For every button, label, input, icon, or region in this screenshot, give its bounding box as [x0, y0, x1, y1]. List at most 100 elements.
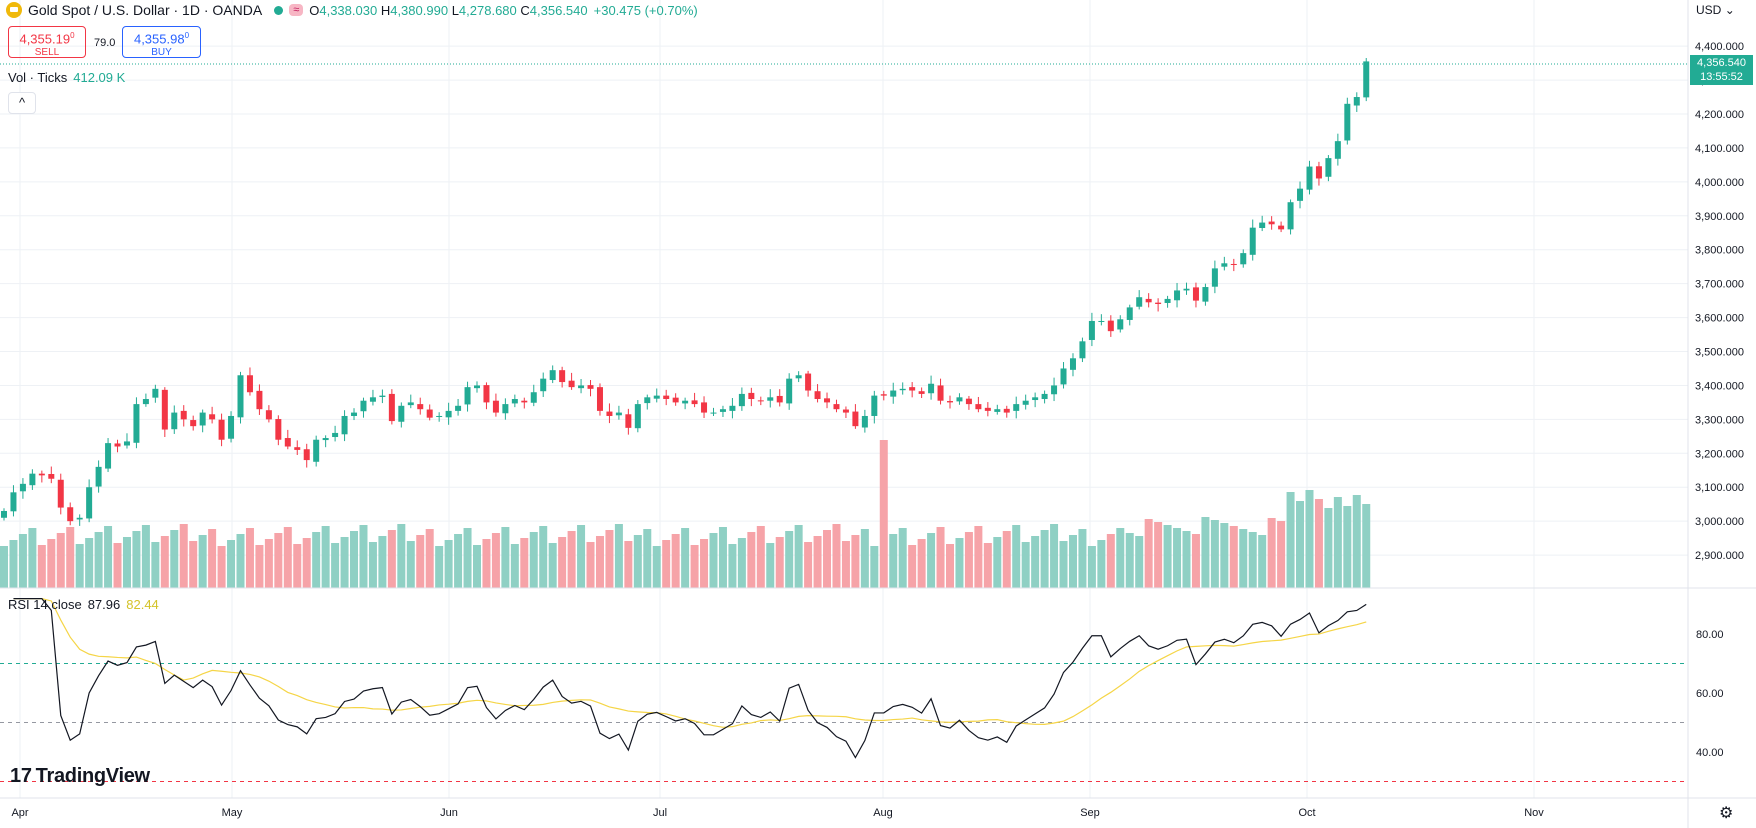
volume-bar — [170, 530, 179, 588]
candle-body — [322, 438, 329, 441]
volume-bar — [1296, 501, 1305, 588]
candle-body — [975, 404, 982, 410]
candle-body — [123, 441, 130, 446]
collapse-legend-button[interactable]: ^ — [8, 92, 36, 114]
volume-bar — [56, 533, 65, 588]
candle-body — [521, 400, 528, 403]
candle-body — [644, 397, 651, 404]
candle-body — [209, 414, 216, 420]
candle-body — [842, 409, 849, 413]
volume-bar — [416, 535, 425, 588]
candle-body — [767, 397, 774, 401]
volume-bar — [558, 537, 567, 588]
volume-bar — [983, 543, 992, 588]
candle-body — [1287, 202, 1294, 230]
volume-bar — [454, 534, 463, 588]
volume-bar — [151, 542, 160, 588]
candle-body — [246, 375, 253, 393]
volume-bar — [1229, 526, 1238, 588]
volume-bar — [614, 524, 623, 588]
volume-bar — [652, 546, 661, 588]
candle-body — [95, 466, 102, 487]
volume-bars — [0, 440, 1371, 588]
volume-bar — [160, 536, 169, 588]
volume-bar — [946, 544, 954, 588]
price-tick-label: 3,600.000 — [1695, 313, 1744, 325]
approx-badge[interactable]: ≈ — [289, 4, 304, 16]
candle-body — [606, 411, 613, 416]
volume-bar — [851, 535, 860, 588]
price-tick-label: 3,300.000 — [1695, 414, 1744, 426]
volume-bar — [255, 545, 264, 588]
candle-body — [776, 395, 783, 403]
volume-bar — [1362, 504, 1371, 588]
volume-bar — [1040, 530, 1049, 588]
candle-body — [1126, 307, 1133, 320]
candlesticks — [1, 58, 1370, 526]
candle-body — [265, 410, 272, 420]
candle-body — [738, 393, 745, 407]
candle-body — [729, 405, 736, 411]
candle-body — [965, 398, 972, 405]
candle-body — [909, 387, 916, 391]
candle-body — [852, 411, 859, 427]
rsi-legend[interactable]: RSI 14 close 87.96 82.44 — [8, 597, 159, 612]
buy-button[interactable]: 4,355.980 BUY — [122, 26, 201, 58]
candle-body — [1174, 290, 1181, 301]
volume-bar — [501, 527, 510, 588]
candle-body — [757, 400, 764, 402]
volume-bar — [548, 543, 557, 588]
candle-body — [29, 473, 36, 486]
volume-bar — [510, 544, 519, 588]
volume-bar — [482, 539, 491, 588]
volume-bar — [1078, 529, 1087, 588]
volume-bar — [1106, 534, 1115, 588]
volume-bar — [264, 539, 273, 588]
candle-body — [1117, 319, 1124, 330]
candle-body — [1088, 320, 1095, 340]
volume-bar — [1087, 546, 1096, 588]
candle-body — [1249, 227, 1256, 255]
volume-bar — [1314, 499, 1323, 588]
ohlc-values: O4,338.030 H4,380.990 L4,278.680 C4,356.… — [309, 3, 587, 18]
volume-bar — [1021, 542, 1030, 588]
volume-legend[interactable]: Vol · Ticks 412.09 K — [8, 70, 125, 85]
symbol-title[interactable]: Gold Spot / U.S. Dollar · 1D · OANDA — [28, 2, 263, 18]
candle-body — [596, 387, 603, 411]
candle-body — [1060, 368, 1067, 385]
candle-body — [455, 405, 462, 411]
open-value: 4,338.030 — [319, 2, 378, 18]
sell-button[interactable]: 4,355.190 SELL — [8, 26, 86, 58]
volume-bar — [359, 525, 368, 588]
current-price: 4,356.540 — [1697, 57, 1746, 69]
volume-bar — [870, 546, 879, 588]
volume-bar — [94, 532, 103, 588]
buy-price-sup: 0 — [184, 31, 190, 40]
candle-body — [994, 409, 1001, 412]
tradingview-logo[interactable]: 17 TradingView — [10, 765, 150, 788]
chevron-up-icon: ^ — [18, 95, 26, 110]
volume-bar — [841, 541, 850, 588]
volume-bar — [47, 539, 56, 588]
brand-name: TradingView — [35, 765, 150, 787]
time-tick-label: Jun — [440, 807, 458, 819]
candle-body — [672, 397, 679, 403]
volume-bar — [879, 440, 888, 588]
candle-body — [180, 410, 187, 420]
candle-body — [190, 420, 197, 427]
settings-gear-icon[interactable]: ⚙ — [1719, 805, 1734, 822]
volume-bar — [66, 527, 75, 588]
currency-selector[interactable]: USD ⌄ — [1696, 3, 1735, 17]
candle-body — [1022, 400, 1029, 405]
candle-body — [1003, 408, 1010, 413]
candle-body — [57, 479, 64, 508]
candle-body — [474, 385, 480, 389]
volume-bar — [1277, 521, 1286, 588]
volume-bar — [974, 526, 983, 588]
volume-bar — [1248, 532, 1257, 588]
candle-body — [1, 510, 7, 518]
time-tick-label: Jul — [653, 807, 667, 819]
volume-bar — [227, 540, 236, 588]
